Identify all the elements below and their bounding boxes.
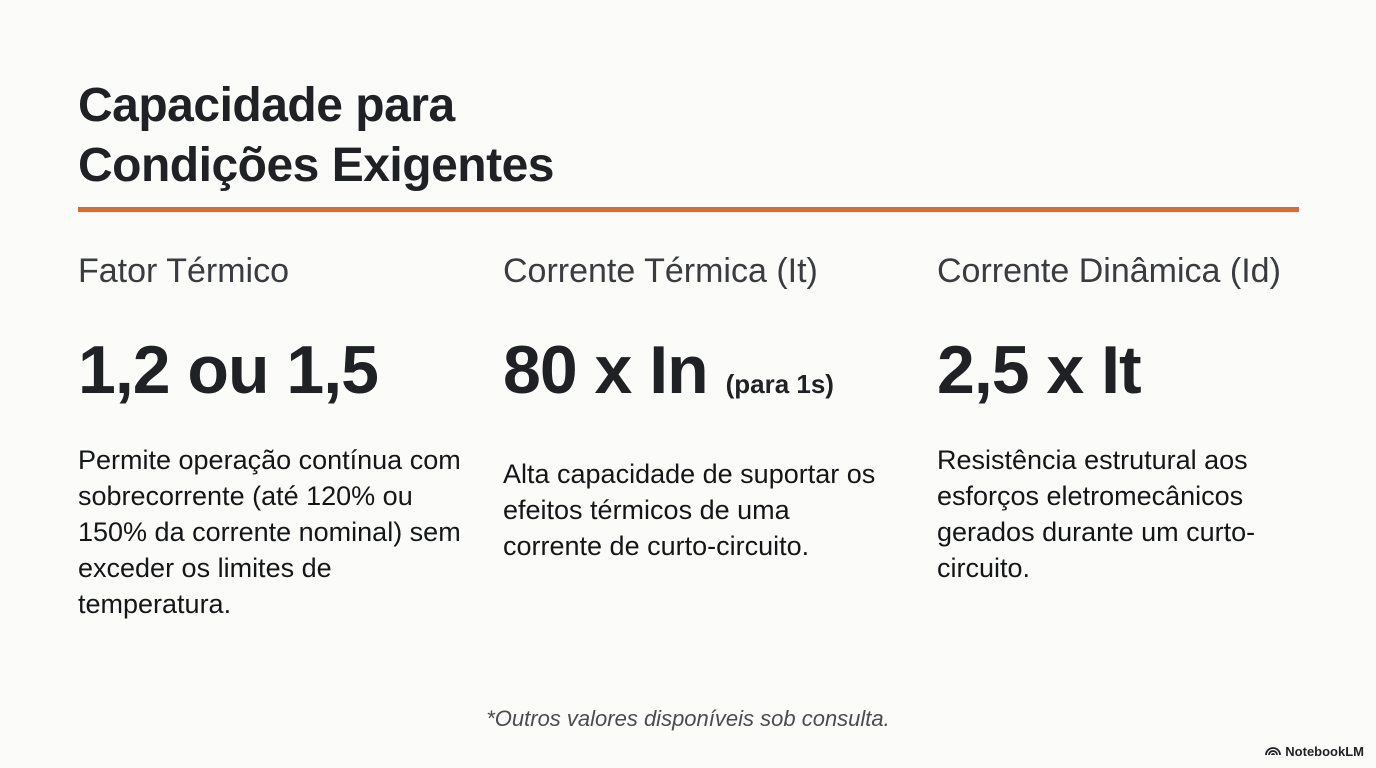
column-description: Resistência estrutural aos esforços elet… <box>937 445 1256 583</box>
title-line-2: Condições Exigentes <box>78 139 554 192</box>
value-suffix: (para 1s) <box>725 369 834 399</box>
column-value: 1,2 ou 1,5 <box>78 332 379 408</box>
column-heading: Corrente Térmica (It) <box>503 252 818 290</box>
brand-label: NotebookLM <box>1285 744 1364 759</box>
column-thermal-factor: Fator Térmico 1,2 ou 1,5 Permite operaçã… <box>78 250 478 622</box>
accent-divider <box>78 207 1299 212</box>
column-dynamic-current: Corrente Dinâmica (Id) 2,5 x It Resistên… <box>937 250 1287 586</box>
brand-watermark: NotebookLM <box>1265 744 1364 759</box>
column-description: Permite operação contínua com sobrecorre… <box>78 445 461 619</box>
footnote: *Outros valores disponíveis sob consulta… <box>486 706 890 731</box>
column-heading: Fator Térmico <box>78 252 289 290</box>
slide-title: Capacidade para Condições Exigentes <box>78 76 554 196</box>
notebooklm-logo-icon <box>1265 744 1282 759</box>
column-thermal-current: Corrente Térmica (It) 80 x In (para 1s) … <box>503 250 883 564</box>
column-description: Alta capacidade de suportar os efeitos t… <box>503 459 876 561</box>
title-line-1: Capacidade para <box>78 79 455 132</box>
column-value: 80 x In (para 1s) <box>503 332 834 408</box>
column-heading: Corrente Dinâmica (Id) <box>937 252 1281 290</box>
column-value: 2,5 x It <box>937 332 1142 408</box>
